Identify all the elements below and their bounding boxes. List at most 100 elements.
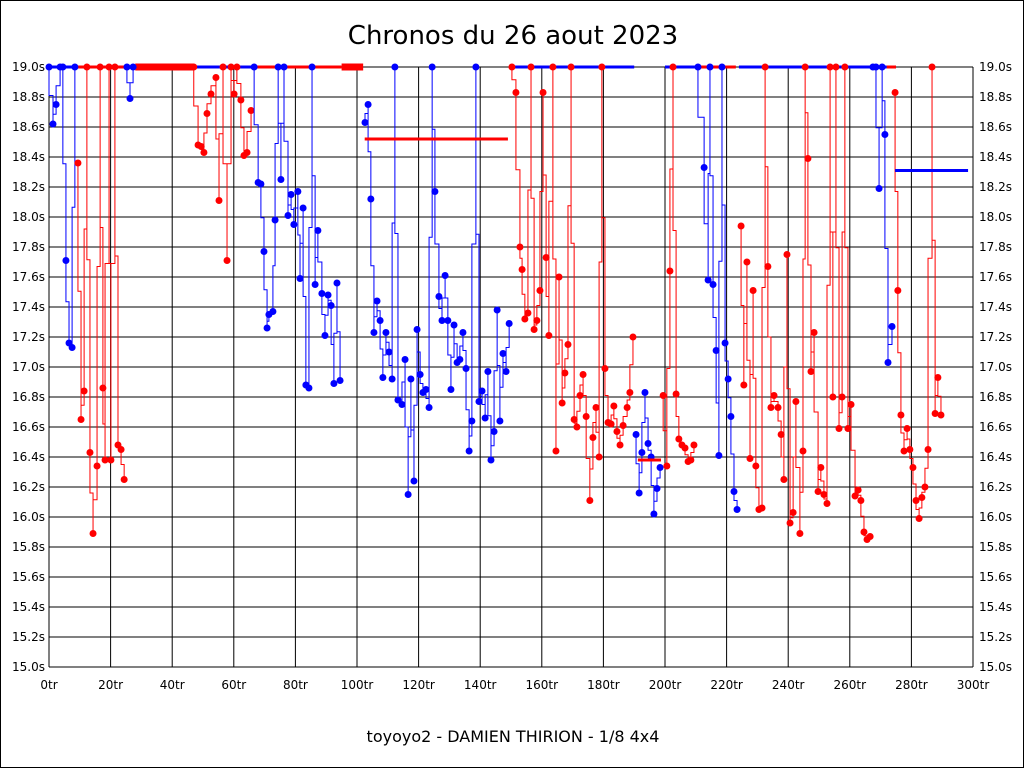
data-point	[918, 494, 926, 501]
y-tick-label-left: 18.4s	[12, 150, 45, 164]
series-line	[872, 66, 893, 363]
series-run-9	[659, 63, 698, 470]
y-tick-label-right: 15.4s	[979, 600, 1012, 614]
series-line	[48, 66, 76, 348]
data-point	[324, 291, 332, 299]
y-tick-label-right: 15.6s	[979, 570, 1012, 584]
y-tick-label-left: 15.6s	[12, 570, 45, 584]
data-point	[743, 258, 751, 266]
data-point	[361, 119, 369, 126]
data-point	[296, 275, 304, 282]
data-point	[718, 63, 726, 71]
data-point	[212, 74, 220, 81]
y-tick-label-right: 16.4s	[979, 450, 1012, 464]
data-point	[299, 204, 307, 212]
x-tick-label: 140tr	[464, 678, 497, 692]
data-point	[675, 435, 683, 443]
data-point	[786, 519, 794, 527]
data-point	[666, 267, 674, 275]
y-tick-label-right: 18.8s	[979, 90, 1012, 104]
y-tick-label-left: 16.8s	[12, 390, 45, 404]
data-point	[80, 387, 88, 395]
data-point	[107, 456, 115, 464]
data-point	[502, 368, 510, 375]
data-point	[533, 317, 541, 324]
data-point	[626, 389, 634, 396]
y-tick-label-right: 16.8s	[979, 390, 1012, 404]
data-point	[416, 371, 424, 378]
data-point	[68, 344, 76, 351]
data-point	[789, 509, 797, 516]
y-tick-label-left: 15.2s	[12, 630, 45, 644]
y-tick-label-left: 15.0s	[12, 660, 45, 674]
y-tick-label-right: 16.2s	[979, 480, 1012, 494]
data-point	[801, 63, 809, 71]
data-point	[120, 476, 128, 483]
series-line	[77, 67, 125, 534]
data-point	[62, 257, 70, 264]
data-point	[706, 63, 714, 71]
x-tick-label: 200tr	[649, 678, 682, 692]
data-point	[364, 101, 372, 108]
data-point	[613, 428, 621, 435]
y-tick-label-left: 18.2s	[12, 180, 45, 194]
x-tick-label: 160tr	[526, 678, 559, 692]
data-point	[83, 63, 91, 71]
data-point	[260, 248, 268, 255]
data-point	[516, 243, 524, 251]
series-run-4	[190, 63, 255, 264]
data-point	[561, 369, 569, 377]
data-point	[595, 453, 603, 461]
data-point	[89, 530, 97, 537]
series-line	[740, 67, 871, 540]
data-point	[223, 257, 231, 264]
data-point	[767, 404, 775, 411]
data-point	[835, 425, 843, 432]
data-point	[126, 95, 134, 102]
data-point	[250, 63, 258, 71]
data-point	[459, 329, 467, 336]
data-point	[518, 266, 526, 273]
data-point	[841, 63, 849, 71]
data-point	[101, 456, 109, 464]
x-tick-label: 100tr	[341, 678, 374, 692]
y-tick-label-right: 16.0s	[979, 510, 1012, 524]
data-point	[247, 107, 255, 114]
data-point	[792, 398, 800, 405]
series-line	[126, 67, 134, 99]
data-point	[912, 497, 920, 504]
data-point	[74, 159, 82, 167]
data-point	[438, 317, 446, 324]
series-run-1	[45, 63, 79, 351]
y-tick-label-left: 15.4s	[12, 600, 45, 614]
y-tick-label-right: 15.0s	[979, 660, 1012, 674]
data-point	[931, 410, 939, 417]
data-point	[921, 483, 929, 491]
y-tick-label-left: 17.8s	[12, 240, 45, 254]
data-point	[549, 63, 557, 71]
data-point	[435, 293, 443, 300]
data-point	[200, 149, 208, 156]
data-point	[431, 188, 439, 195]
data-point	[524, 309, 532, 317]
data-point	[481, 414, 489, 422]
data-point	[804, 155, 812, 162]
data-point	[897, 411, 905, 419]
data-point	[774, 404, 782, 411]
x-tick-label: 220tr	[710, 678, 743, 692]
data-point	[376, 317, 384, 324]
data-point	[77, 416, 85, 423]
data-point	[570, 416, 578, 423]
x-tick-label: 0tr	[40, 678, 57, 692]
data-point	[589, 434, 597, 441]
data-point	[715, 452, 723, 459]
data-point	[746, 455, 754, 462]
data-point	[761, 63, 769, 71]
tick-labels: 15.0s 15.0s 15.2s 15.2s 15.4s 15.4s 15.6s 15.6s…	[12, 60, 1012, 692]
data-point	[512, 89, 520, 96]
series-run-11	[737, 63, 874, 543]
data-point	[823, 500, 831, 507]
data-point	[305, 384, 313, 392]
